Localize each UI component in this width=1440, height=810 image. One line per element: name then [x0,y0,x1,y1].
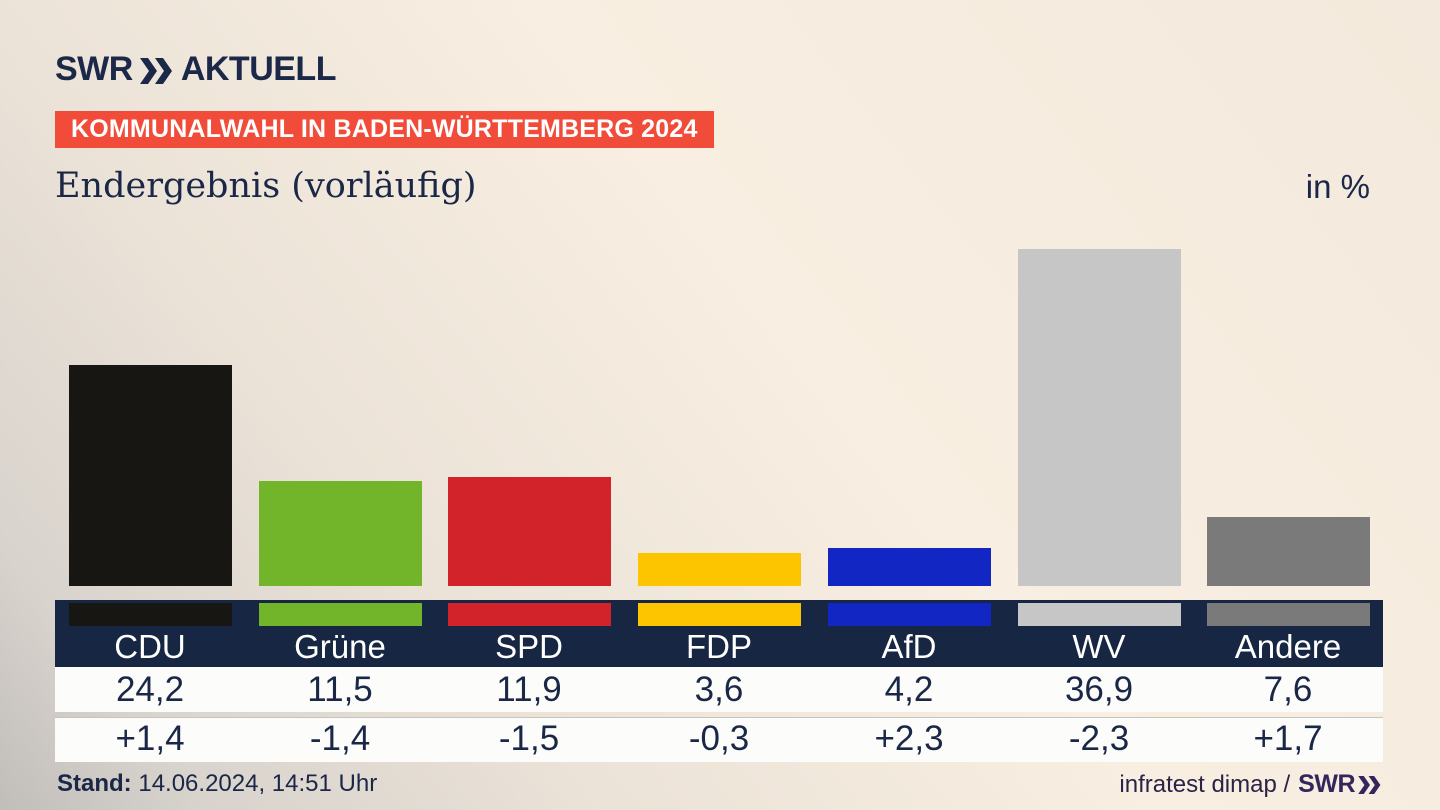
double-chevron-right-icon [1358,775,1381,794]
bar-stub-SPD [448,603,611,626]
bar-stub-FDP [638,603,801,626]
party-label-Grüne: Grüne [294,628,386,665]
bar-WV [1018,249,1181,586]
source-credit: infratest dimap / SWR [1119,770,1382,799]
change-value-SPD: -1,5 [498,719,560,758]
swr-source-logo: SWR [1298,770,1382,799]
result-value-Grüne: 11,5 [307,670,373,709]
result-value-WV: 36,9 [1064,670,1134,709]
change-value-CDU: +1,4 [115,719,185,758]
bar-stub-Grüne [259,603,422,626]
party-label-AfD: AfD [881,628,937,665]
changes-row-background [55,717,1383,762]
stand-value: 14.06.2024, 14:51 Uhr [131,770,378,797]
party-label-CDU: CDU [114,628,186,665]
bar-Grüne [259,481,422,586]
chart-title: Endergebnis (vorläufig) [55,166,477,206]
party-label-SPD: SPD [495,628,563,665]
result-value-AfD: 4,2 [884,670,934,709]
change-value-Grüne: -1,4 [309,719,371,758]
double-chevron-right-icon [139,57,172,84]
bar-stub-WV [1018,603,1181,626]
change-value-Andere: +1,7 [1253,719,1323,758]
change-value-FDP: -0,3 [688,719,750,758]
bar-stub-CDU [69,603,232,626]
timestamp: Stand: 14.06.2024, 14:51 Uhr [57,770,377,798]
change-value-WV: -2,3 [1068,719,1130,758]
result-value-FDP: 3,6 [694,670,744,709]
unit-label: in % [1305,168,1370,205]
bar-FDP [638,553,801,586]
change-value-AfD: +2,3 [874,719,944,758]
source-logo-swr-text: SWR [1298,770,1355,798]
bar-stub-Andere [1207,603,1370,626]
party-label-WV: WV [1072,628,1126,665]
swr-aktuell-logo: SWR AKTUELL [55,50,336,89]
logo-aktuell-text: AKTUELL [180,50,337,88]
result-value-CDU: 24,2 [115,670,185,709]
party-label-Andere: Andere [1234,628,1342,665]
result-value-Andere: 7,6 [1263,670,1313,709]
stand-label: Stand: [57,770,132,797]
bar-AfD [828,548,991,586]
source-text: infratest dimap / [1119,770,1291,798]
values-row-background [55,667,1383,712]
result-value-SPD: 11,9 [496,670,562,709]
logo-swr-text: SWR [55,50,133,88]
bar-CDU [69,365,232,586]
bar-SPD [448,477,611,586]
bar-Andere [1207,517,1370,586]
party-label-FDP: FDP [686,628,752,665]
bar-stub-AfD [828,603,991,626]
topic-badge: KOMMUNALWAHL IN BADEN-WÜRTTEMBERG 2024 [55,111,714,148]
